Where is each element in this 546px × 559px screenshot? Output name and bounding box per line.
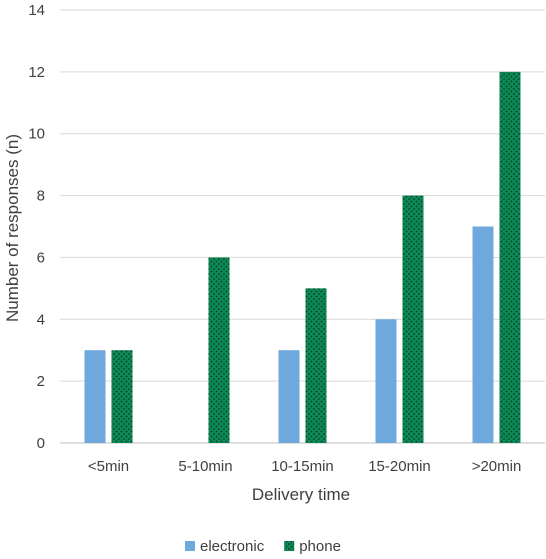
x-axis-label: Delivery time <box>252 485 350 504</box>
bar-phone-4 <box>499 71 521 443</box>
x-tick-labels: <5min 5-10min 10-15min 15-20min >20min <box>88 458 521 475</box>
bar-phone-3 <box>402 195 424 443</box>
legend-label-electronic: electronic <box>200 538 265 555</box>
bar-electronic-0 <box>84 350 106 443</box>
x-tick-label: 5-10min <box>178 458 232 475</box>
y-tick-label: 12 <box>28 64 45 81</box>
bar-phone-0 <box>111 350 133 443</box>
x-tick-label: >20min <box>472 458 522 475</box>
y-tick-label: 2 <box>37 373 45 390</box>
x-tick-label: 10-15min <box>271 458 334 475</box>
y-tick-label: 4 <box>37 311 45 328</box>
x-tick-label: <5min <box>88 458 129 475</box>
y-axis-label: Number of responses (n) <box>3 134 22 322</box>
bar-electronic-2 <box>278 350 300 443</box>
bar-electronic-3 <box>375 319 397 443</box>
legend-swatch-electronic <box>185 541 195 551</box>
x-tick-label: 15-20min <box>368 458 431 475</box>
y-tick-labels: 0 2 4 6 8 10 12 14 <box>28 2 45 452</box>
y-tick-label: 6 <box>37 249 45 266</box>
legend-swatch-phone <box>284 541 295 551</box>
bar-phone-1 <box>208 257 230 443</box>
legend: electronic phone <box>185 538 341 555</box>
y-tick-label: 8 <box>37 188 45 205</box>
bar-phone-2 <box>305 288 327 443</box>
gridlines <box>60 9 545 444</box>
y-tick-label: 0 <box>37 435 45 452</box>
y-tick-label: 10 <box>28 126 45 143</box>
legend-label-phone: phone <box>299 538 341 555</box>
y-tick-label: 14 <box>28 2 45 19</box>
bars <box>84 71 521 443</box>
bar-electronic-4 <box>472 226 494 443</box>
